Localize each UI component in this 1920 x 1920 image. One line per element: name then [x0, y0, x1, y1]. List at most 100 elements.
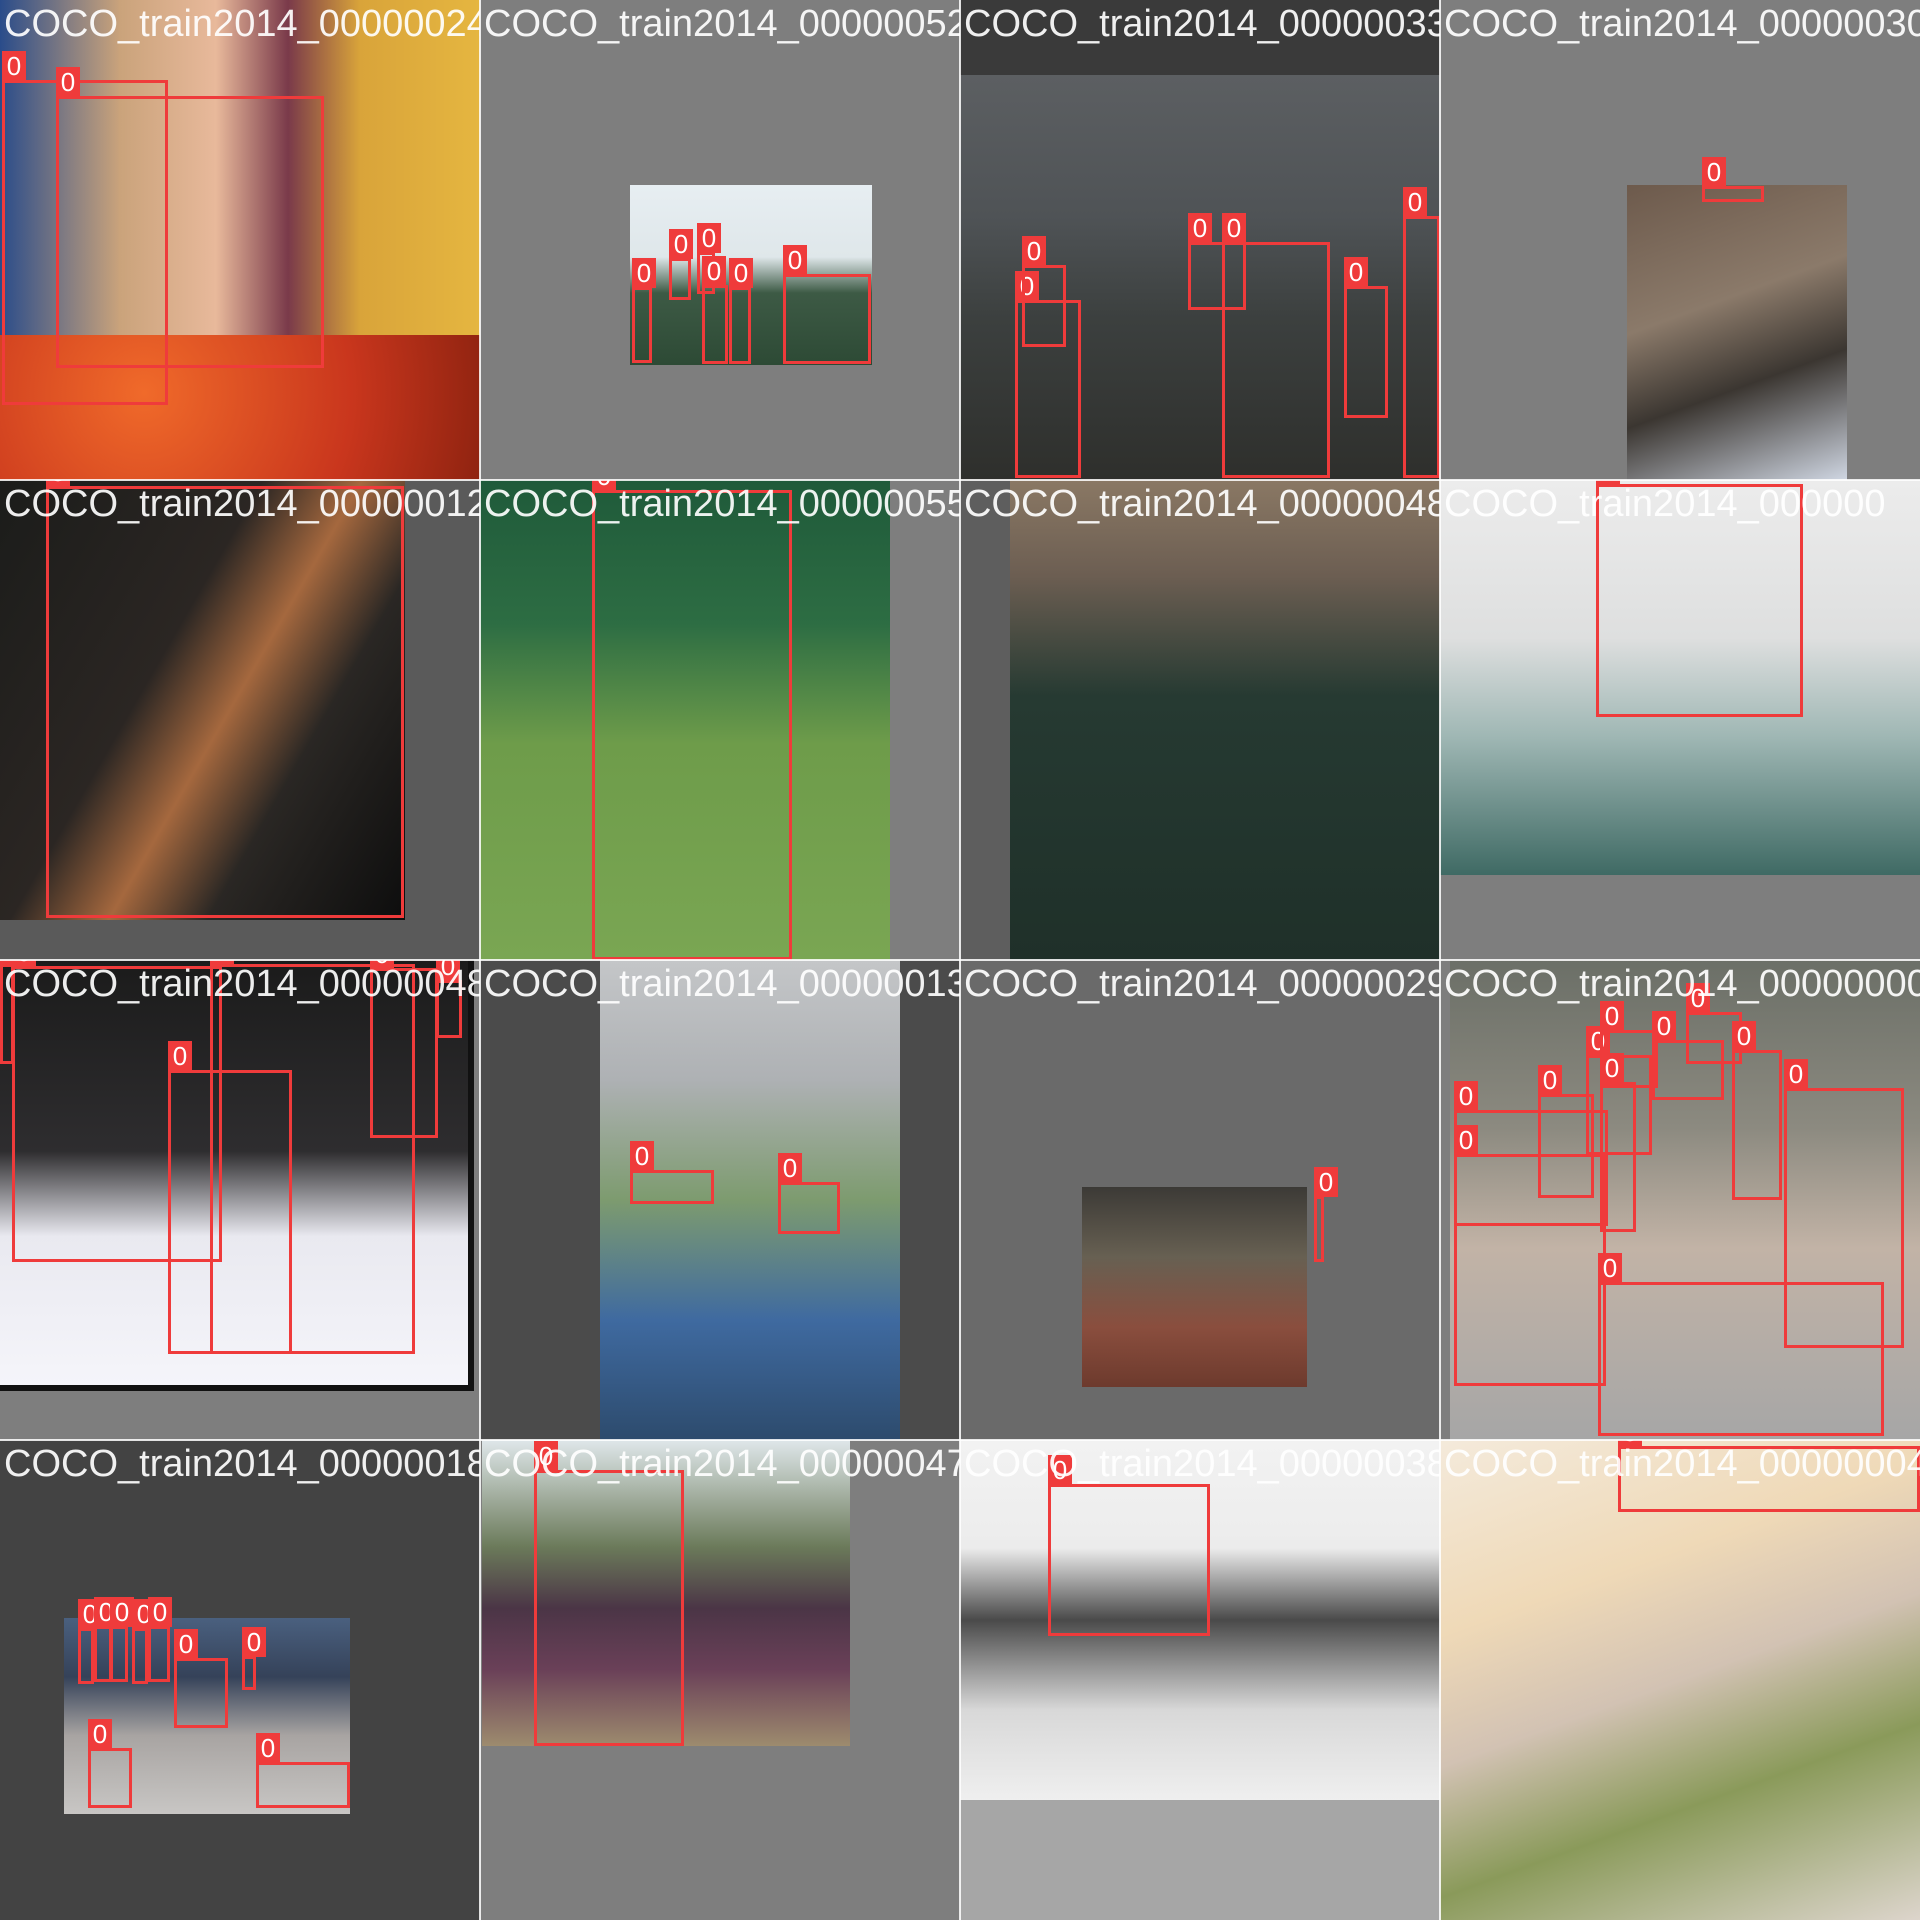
detection-box: 0	[1732, 1021, 1782, 1200]
class-label: 0	[534, 1441, 558, 1471]
tile-caption: COCO_train2014_000000184878.jpg	[4, 1443, 480, 1485]
class-label: 0	[1600, 1053, 1624, 1083]
photo-table-vase	[1010, 480, 1440, 960]
detection-box: 0	[534, 1441, 684, 1746]
mosaic-tile-5: COCO_train2014_000000128921.jpg 0	[0, 480, 480, 960]
tile-caption: COCO_train2014_000000525063.jpg	[484, 3, 960, 45]
class-label: 0	[632, 258, 656, 288]
class-label: 0	[1048, 1455, 1072, 1485]
photo-mother-baby-pizza	[0, 0, 480, 480]
class-label: 0	[210, 960, 234, 965]
detection-box: 0	[1538, 1065, 1594, 1198]
mosaic-tile-13: COCO_train2014_000000184878.jpg 0 0 0 0 …	[0, 1440, 480, 1920]
detection-box: 0	[1784, 1059, 1904, 1348]
mosaic-tile-14: COCO_train2014_000000477240.jpg 0	[480, 1440, 960, 1920]
detection-box: 0	[1600, 1053, 1636, 1232]
class-label: 0	[436, 960, 460, 981]
grid-divider	[0, 959, 1920, 961]
detection-box: 0	[702, 256, 728, 364]
tile-caption: COCO_train2014_000000292125.jpg	[964, 963, 1440, 1005]
class-label: 0	[697, 223, 721, 253]
class-label: 0	[702, 256, 726, 286]
photo-skiers	[0, 960, 474, 1391]
class-label: 0	[1222, 213, 1246, 243]
class-label: 0	[148, 1597, 172, 1627]
class-label: 0	[1686, 983, 1710, 1013]
detection-box: 0	[110, 1597, 134, 1682]
grid-divider	[0, 1439, 1920, 1441]
detection-box: 0	[242, 1627, 266, 1690]
mosaic-tile-15: COCO_train2014_000000387180.jpg 0	[960, 1440, 1440, 1920]
mosaic-tile-16: COCO_train2014_000000041 0	[1440, 1440, 1920, 1920]
photo-man-tie	[0, 480, 405, 920]
detection-box: 0	[56, 67, 324, 368]
mosaic-tile-4: COCO_train2014_000000300 0	[1440, 0, 1920, 480]
class-label: 0	[1600, 1001, 1624, 1031]
class-label: 0	[630, 1141, 654, 1171]
mosaic-tile-6: COCO_train2014_000000552254.jpg 0	[480, 480, 960, 960]
detection-box: 0	[1048, 1455, 1210, 1636]
class-label: 0	[1344, 257, 1368, 287]
photo-sandwich-fries	[1440, 1440, 1920, 1920]
detection-box: 0	[669, 229, 693, 300]
detection-box: 0	[168, 1041, 292, 1354]
class-label: 0	[1454, 1081, 1478, 1111]
photo-old-man-suit	[482, 1440, 850, 1746]
detection-box: 0	[78, 1599, 102, 1684]
class-label: 0	[1784, 1059, 1808, 1089]
class-label: 0	[1022, 236, 1046, 266]
class-label: 0	[1618, 1440, 1642, 1447]
mosaic-tile-2: COCO_train2014_000000525063.jpg 0 0 0 0 …	[480, 0, 960, 480]
photo-tennis-player	[480, 480, 890, 960]
detection-box: 0	[592, 480, 792, 960]
class-label: 0	[1403, 187, 1427, 217]
class-label: 0	[1652, 1011, 1676, 1041]
detection-box: 0	[630, 1141, 714, 1204]
detection-box: 0	[2, 51, 168, 405]
class-label: 0	[1314, 1167, 1338, 1197]
pizza-area	[0, 335, 480, 480]
class-label: 0	[256, 1733, 280, 1763]
mosaic-tile-7: COCO_train2014_000000488517.jpg	[960, 480, 1440, 960]
photo-man-dishes	[960, 1440, 1440, 1800]
detection-box: 0	[1403, 187, 1440, 478]
photo-kids-in-beds	[600, 960, 900, 1440]
detection-box: 0	[632, 258, 656, 363]
detection-box: 0	[778, 1153, 840, 1234]
class-label: 0	[1188, 213, 1212, 243]
photo-surfer	[1440, 480, 1920, 875]
detection-box: 0	[46, 480, 404, 918]
detection-box: 0	[697, 223, 721, 294]
detection-box: 0	[12, 960, 222, 1262]
class-label: 0	[783, 245, 807, 275]
class-label: 0	[592, 480, 616, 491]
class-label: 0	[2, 51, 26, 81]
class-label: 0	[56, 67, 80, 97]
detection-box: 0	[1188, 213, 1246, 310]
photo-bike-hydrant	[1082, 1187, 1307, 1387]
class-label: 0	[1598, 1253, 1622, 1283]
detection-box: 0	[1600, 1001, 1658, 1088]
detection-box: 0	[1222, 213, 1330, 478]
detection-box: 0	[1702, 157, 1764, 202]
class-label: 0	[1732, 1021, 1756, 1051]
mosaic-tile-8: COCO_train2014_000000 0	[1440, 480, 1920, 960]
class-label: 0	[1596, 480, 1620, 485]
detection-box: 0	[256, 1733, 350, 1808]
detection-box: 0	[1618, 1440, 1920, 1512]
tile-caption: COCO_train2014_000000336258.jpg	[964, 3, 1440, 45]
detection-box: 0	[729, 258, 753, 364]
detection-box: 0	[174, 1629, 228, 1728]
class-label: 0	[1702, 157, 1726, 187]
detection-box: 0	[210, 960, 415, 1354]
class-label: 0	[12, 960, 36, 967]
class-label: 0	[370, 960, 394, 969]
detection-box: 0	[1652, 1011, 1724, 1100]
detection-box: 0	[370, 960, 438, 1138]
detection-box: 0	[148, 1597, 172, 1682]
class-label: 0	[242, 1627, 266, 1657]
mosaic-tile-10: COCO_train2014_000000136664.jpg 0 0	[480, 960, 960, 1440]
grid-divider	[0, 479, 1920, 481]
mosaic-tile-9: COCO_train2014_000000480861.jpg 0 0 0 0 …	[0, 960, 480, 1440]
tile-caption: COCO_train2014_000000300	[1444, 3, 1920, 45]
